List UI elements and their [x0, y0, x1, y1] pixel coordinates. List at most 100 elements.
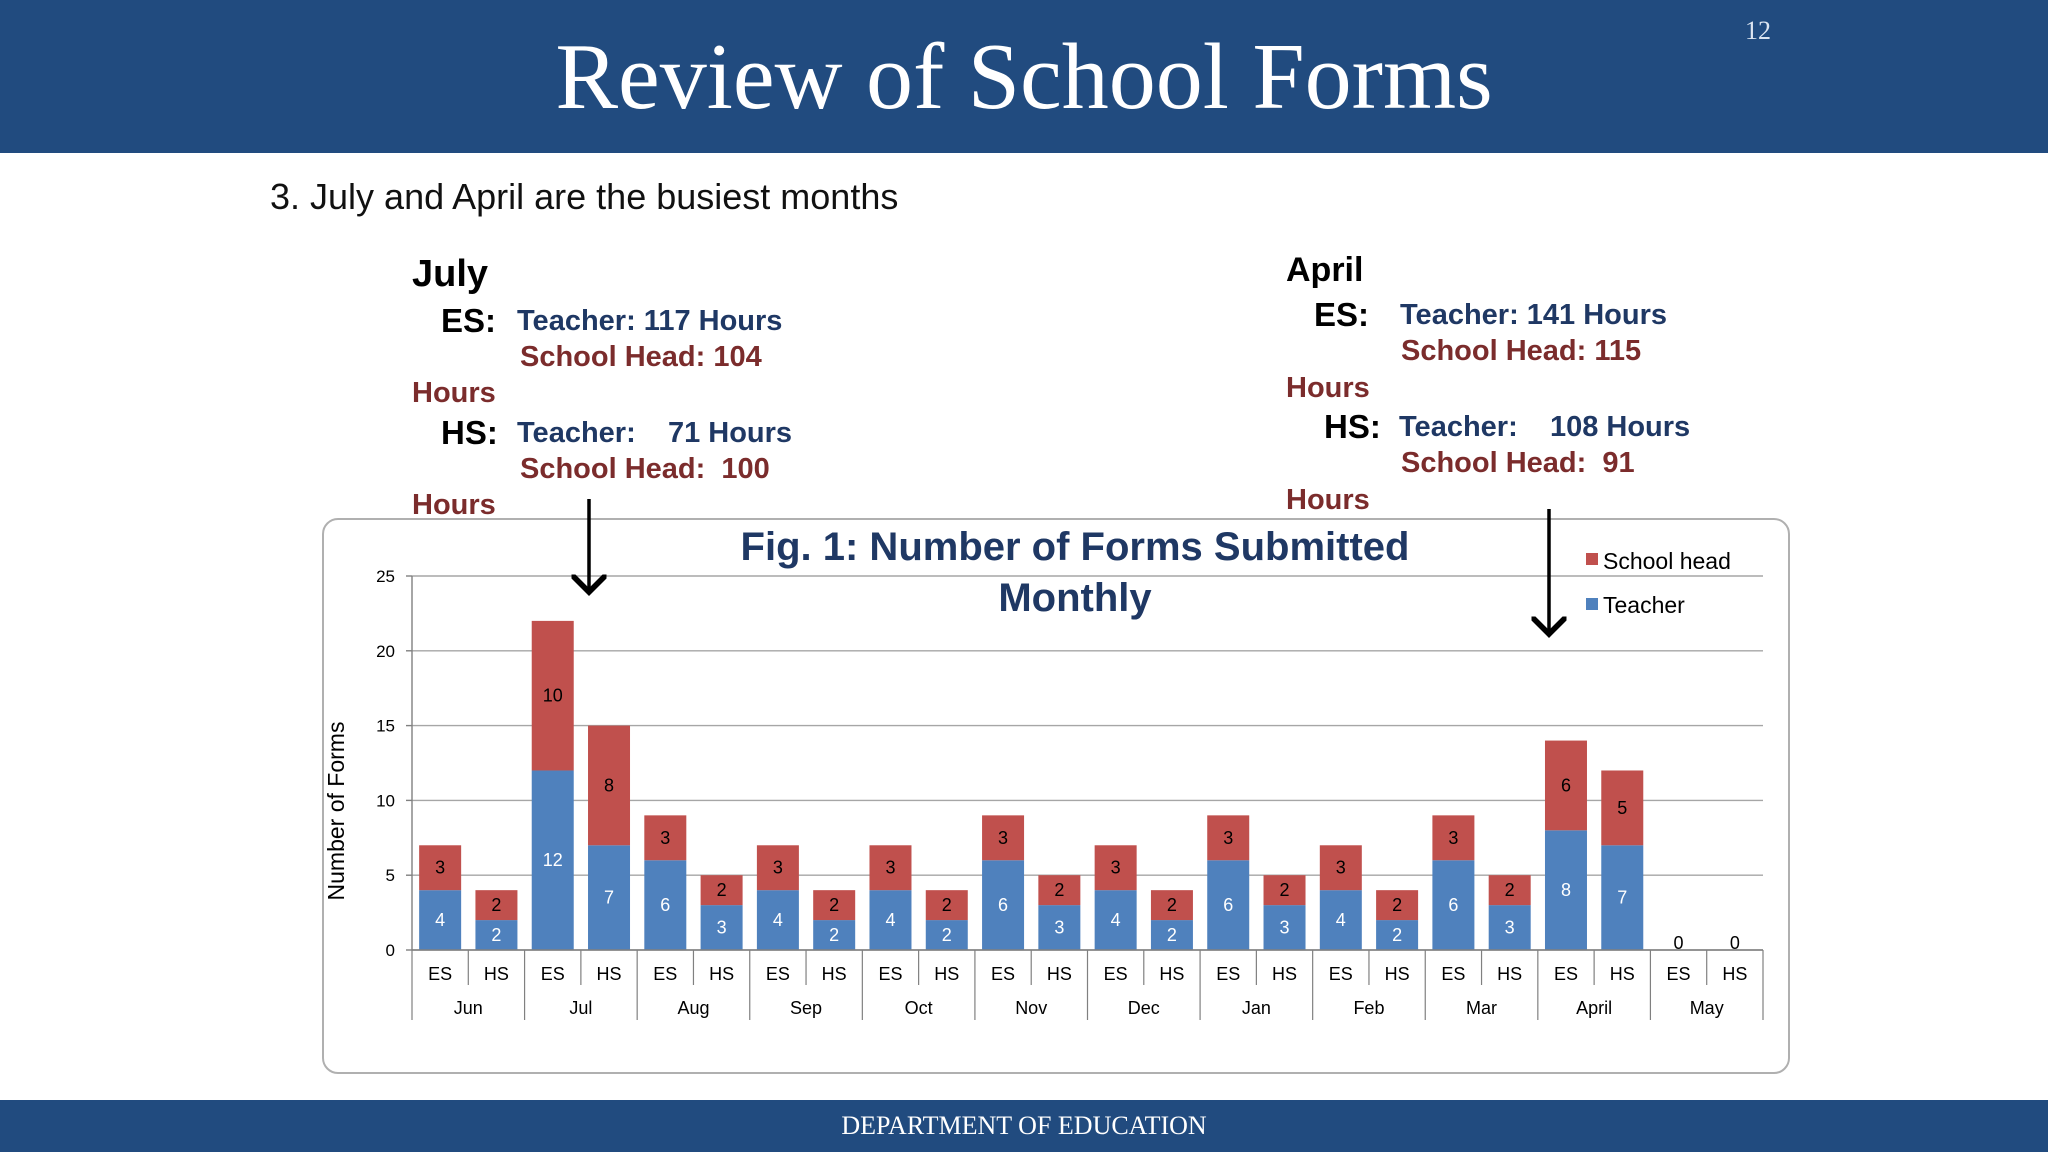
y-tick-label: 10	[376, 791, 395, 810]
x-tick-label-month: May	[1690, 998, 1724, 1018]
bar-teacher	[475, 920, 518, 950]
data-label-teacher: 12	[543, 850, 563, 870]
x-tick-label-level: ES	[541, 964, 565, 984]
x-tick-label-level: HS	[1497, 964, 1522, 984]
data-label-teacher: 4	[773, 910, 783, 930]
y-tick-label: 15	[376, 717, 395, 736]
april-es-hours: Hours	[1286, 372, 1370, 404]
data-label-teacher: 2	[829, 925, 839, 945]
y-tick-label: 20	[376, 642, 395, 661]
x-tick-label-level: ES	[653, 964, 677, 984]
july-hs-label: HS:	[441, 414, 498, 451]
data-label-school-head: 2	[1054, 880, 1064, 900]
data-label-teacher: 4	[885, 910, 895, 930]
bar-school-head	[700, 875, 743, 906]
data-label-school-head: 3	[435, 858, 445, 878]
april-hs-hours: Hours	[1286, 484, 1370, 516]
slide-number: 12	[1745, 16, 1771, 45]
bar-teacher	[1319, 890, 1362, 950]
data-label-teacher: 3	[717, 918, 727, 938]
data-label-teacher: 7	[1617, 888, 1627, 908]
data-label-school-head: 3	[885, 858, 895, 878]
data-label-teacher: 2	[1392, 925, 1402, 945]
bar-teacher	[1601, 845, 1644, 950]
x-tick-label-level: ES	[1667, 964, 1691, 984]
data-label-school-head: 2	[717, 880, 727, 900]
legend-label-teacher: Teacher	[1603, 592, 1685, 618]
data-label-school-head: 2	[1167, 895, 1177, 915]
y-axis-label: Number of Forms	[323, 722, 349, 901]
data-label-teacher: 4	[1336, 910, 1346, 930]
bar-school-head	[1432, 815, 1475, 861]
y-tick-label: 5	[386, 866, 395, 885]
chart-title-line1: Fig. 1: Number of Forms Submitted	[741, 525, 1410, 569]
header-bar: Review of School Forms 12	[0, 0, 2048, 153]
x-tick-label-level: ES	[1216, 964, 1240, 984]
data-label-zero: 0	[1674, 933, 1684, 953]
data-label-zero: 0	[1730, 933, 1740, 953]
bar-school-head	[869, 845, 912, 891]
data-label-school-head: 2	[1392, 895, 1402, 915]
bar-school-head	[419, 845, 462, 891]
july-hs-teacher: Teacher: 71 Hours	[517, 417, 793, 449]
bar-teacher	[1038, 905, 1081, 950]
data-label-school-head: 3	[773, 858, 783, 878]
bar-teacher	[419, 890, 462, 950]
bar-teacher	[1376, 920, 1419, 950]
data-label-school-head: 3	[660, 828, 670, 848]
bar-school-head	[756, 845, 799, 891]
july-hs-hours: Hours	[412, 489, 496, 521]
data-label-school-head: 3	[1336, 858, 1346, 878]
data-label-school-head: 10	[543, 686, 563, 706]
bar-school-head	[475, 890, 518, 921]
x-tick-label-month: Aug	[677, 998, 709, 1018]
x-tick-label-month: Jul	[569, 998, 592, 1018]
bar-school-head	[982, 815, 1025, 861]
july-heading: July	[412, 253, 489, 295]
data-label-teacher: 7	[604, 888, 614, 908]
april-es-label: ES:	[1314, 296, 1370, 333]
bar-teacher	[1544, 830, 1587, 950]
data-label-teacher: 2	[491, 925, 501, 945]
bar-school-head	[644, 815, 687, 861]
x-tick-label-level: HS	[597, 964, 622, 984]
bar-teacher	[700, 905, 743, 950]
y-tick-label: 0	[386, 941, 395, 960]
bar-teacher	[1094, 890, 1137, 950]
bar-school-head	[1150, 890, 1193, 921]
data-label-school-head: 6	[1561, 775, 1571, 795]
x-tick-label-month: April	[1576, 998, 1612, 1018]
data-label-teacher: 3	[1505, 918, 1515, 938]
bar-school-head	[1207, 815, 1250, 861]
april-hs-label: HS:	[1324, 408, 1381, 445]
footer-bar: DEPARTMENT OF EDUCATION	[0, 1100, 2048, 1152]
bar-school-head	[1263, 875, 1306, 906]
slide-title: Review of School Forms	[555, 25, 1493, 129]
bar-teacher	[1432, 860, 1475, 950]
data-label-teacher: 3	[1280, 918, 1290, 938]
x-tick-label-level: HS	[484, 964, 509, 984]
x-tick-label-level: HS	[1610, 964, 1635, 984]
bar-school-head	[1544, 740, 1587, 831]
april-heading: April	[1286, 251, 1364, 289]
chart-title-line2: Monthly	[998, 576, 1152, 620]
bar-teacher	[588, 845, 631, 950]
x-tick-label-month: Nov	[1015, 998, 1047, 1018]
april-hs-head: School Head: 91	[1401, 447, 1635, 479]
x-tick-label-month: Jun	[454, 998, 483, 1018]
x-tick-label-level: ES	[1441, 964, 1465, 984]
bar-school-head	[588, 725, 631, 846]
data-label-school-head: 8	[604, 775, 614, 795]
bar-school-head	[1319, 845, 1362, 891]
legend-swatch-school-head	[1586, 553, 1598, 565]
bar-teacher	[1150, 920, 1193, 950]
x-tick-label-level: HS	[1385, 964, 1410, 984]
x-tick-label-level: ES	[1329, 964, 1353, 984]
bar-teacher	[925, 920, 968, 950]
x-tick-label-level: HS	[1047, 964, 1072, 984]
x-tick-label-level: ES	[878, 964, 902, 984]
bar-teacher	[531, 770, 574, 950]
bar-school-head	[925, 890, 968, 921]
april-es-teacher: Teacher: 141 Hours	[1400, 299, 1668, 331]
x-tick-label-month: Mar	[1466, 998, 1497, 1018]
